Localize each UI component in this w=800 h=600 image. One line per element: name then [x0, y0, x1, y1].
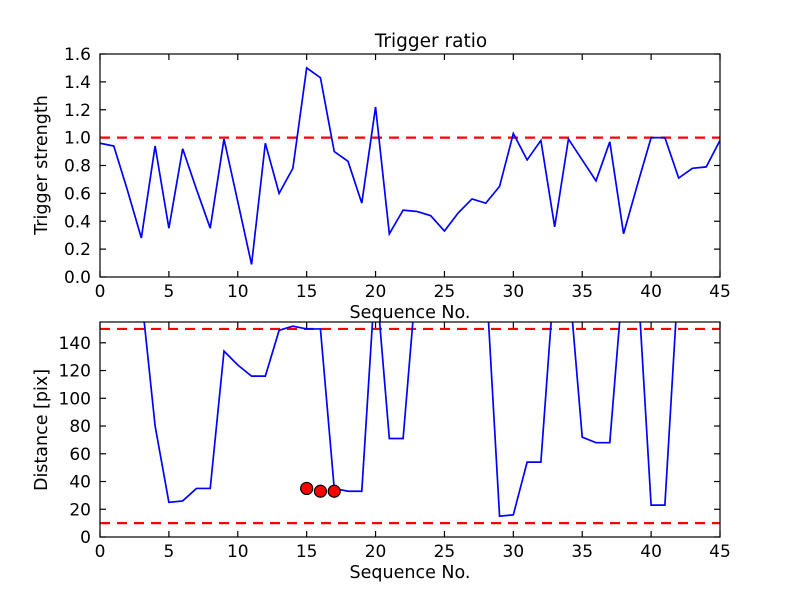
y-tick-label: 0.6	[64, 184, 91, 204]
y-tick-label: 40	[69, 473, 91, 493]
x-tick-label: 15	[296, 542, 318, 562]
x-axis-ticks-bottom: 0 5 10 15 20 25 30 35 40 45	[95, 322, 731, 562]
subplot-trigger-ratio: Trigger ratio 0.0 0.2 0.4 0.6 0.8 1.0 1.2 1.4 1.…	[32, 31, 731, 323]
y-tick-label: 140	[59, 334, 91, 354]
x-tick-label: 15	[296, 282, 318, 302]
plot-frame-bottom	[99, 321, 721, 538]
y-axis-label-top: Trigger strength	[32, 95, 52, 236]
x-tick-label: 20	[365, 542, 387, 562]
y-tick-label: 0	[80, 528, 91, 548]
y-tick-label: 0.8	[64, 157, 91, 177]
x-axis-label-top: Sequence No.	[350, 303, 471, 323]
y-tick-label: 0.2	[64, 240, 91, 260]
highlight-markers	[300, 481, 341, 498]
y-tick-label: 1.2	[64, 101, 91, 121]
x-tick-label: 20	[365, 282, 387, 302]
y-tick-label: 0.0	[64, 268, 91, 288]
y-axis-ticks-top: 0.0 0.2 0.4 0.6 0.8 1.0 1.2 1.4 1.6	[64, 45, 720, 288]
x-tick-label: 45	[709, 542, 731, 562]
x-tick-label: 30	[503, 542, 525, 562]
y-tick-label: 1.4	[64, 73, 91, 93]
x-tick-label: 45	[709, 282, 731, 302]
x-tick-label: 10	[227, 282, 249, 302]
x-tick-label: 35	[571, 282, 593, 302]
subplot-distance: 0 20 40 60 80 100 120 140 0 5 10 15 20 25 30 35 40 45 Di…	[32, 321, 731, 583]
y-axis-label-bottom: Distance [pix]	[32, 369, 52, 491]
x-tick-label: 10	[227, 542, 249, 562]
x-axis-ticks-top: 0 5 10 15 20 25 30 35 40 45	[95, 54, 731, 302]
x-tick-label: 5	[163, 282, 174, 302]
x-tick-label: 40	[640, 282, 662, 302]
series-line-trigger-strength	[100, 66, 720, 265]
y-tick-label: 1.6	[64, 45, 91, 65]
y-tick-label: 80	[69, 417, 91, 437]
x-tick-label: 0	[95, 542, 106, 562]
y-tick-label: 20	[69, 500, 91, 520]
data-point-marker	[327, 484, 341, 498]
plot-area-background-top	[100, 54, 720, 277]
y-tick-label: 100	[59, 389, 91, 409]
y-tick-label: 1.0	[64, 129, 91, 149]
x-tick-label: 35	[571, 542, 593, 562]
y-tick-label: 0.4	[64, 212, 91, 232]
page-title: Trigger ratio	[374, 31, 487, 52]
x-tick-label: 40	[640, 542, 662, 562]
x-tick-label: 25	[434, 282, 456, 302]
series-line-distance	[143, 322, 677, 518]
x-tick-label: 25	[434, 542, 456, 562]
x-tick-label: 5	[163, 542, 174, 562]
y-tick-label: 60	[69, 445, 91, 465]
x-tick-label: 30	[503, 282, 525, 302]
x-axis-label-bottom: Sequence No.	[350, 563, 471, 583]
x-tick-label: 0	[95, 282, 106, 302]
data-point-marker	[313, 484, 328, 498]
data-point-marker	[300, 481, 314, 496]
plot-frame-top	[99, 53, 721, 278]
y-tick-label: 120	[59, 362, 91, 382]
